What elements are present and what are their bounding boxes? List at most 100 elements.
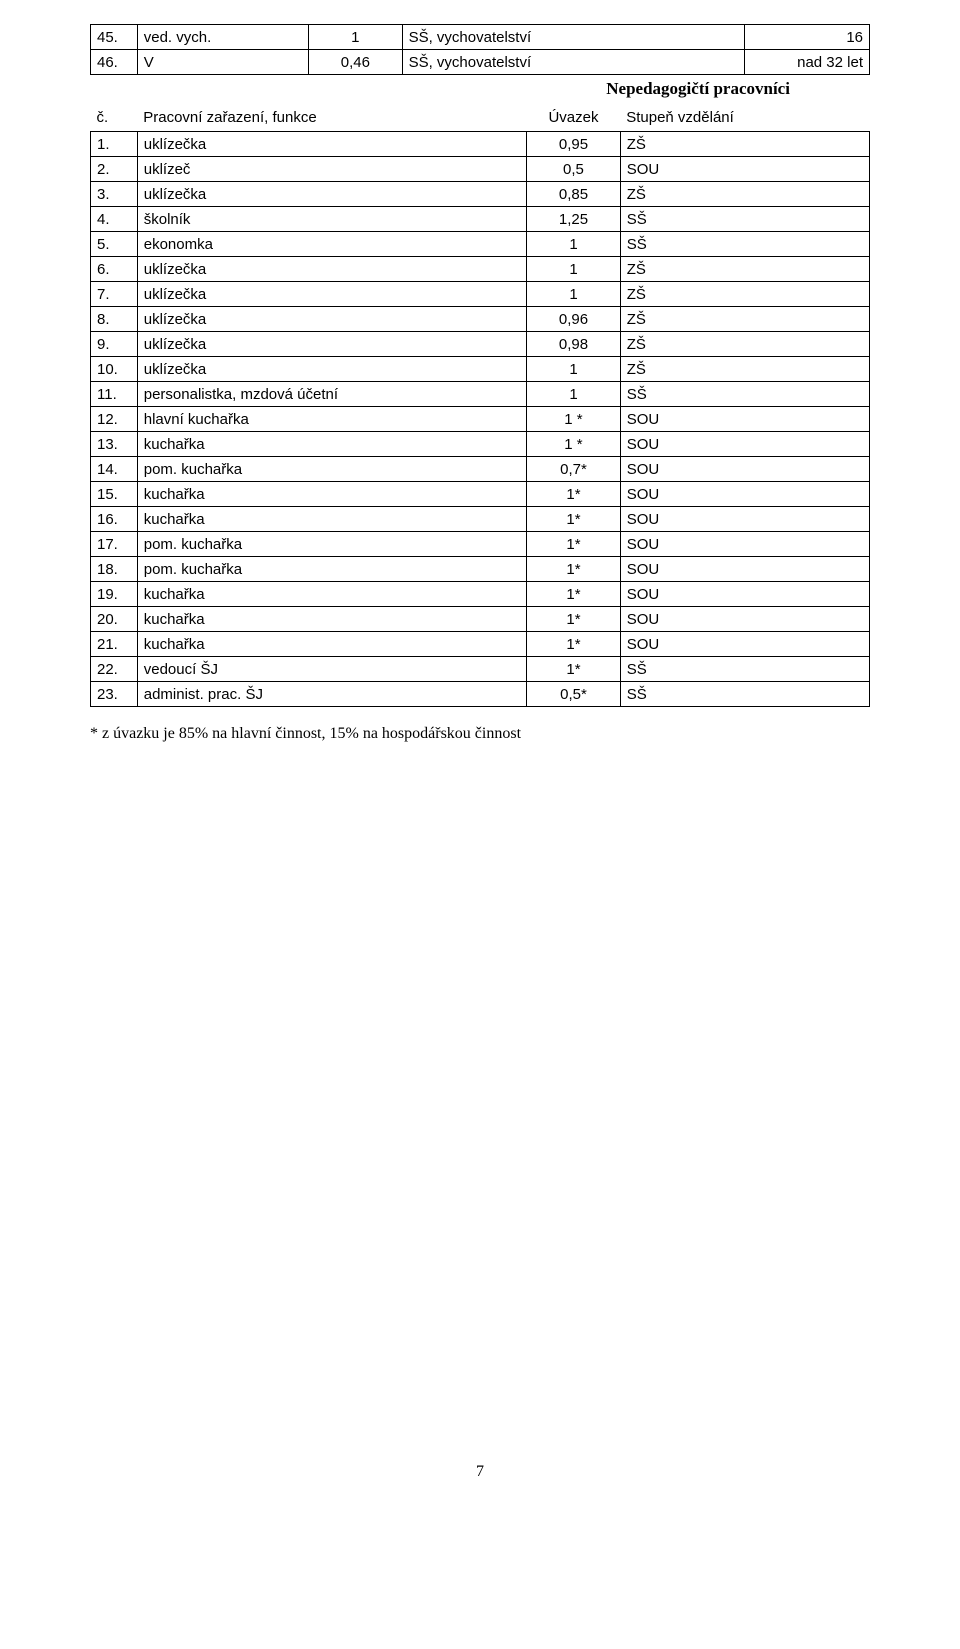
cell-name: ved. vych. [137, 25, 308, 50]
cell-deg: SOU [620, 607, 869, 632]
cell-num: 9. [91, 332, 138, 357]
cell-deg: SOU [620, 557, 869, 582]
cell-num: 4. [91, 207, 138, 232]
cell-name: kuchařka [137, 482, 527, 507]
cell-num: 45. [91, 25, 138, 50]
table-row: 5.ekonomka1SŠ [91, 232, 870, 257]
table-header-row: č. Pracovní zařazení, funkce Úvazek Stup… [91, 103, 870, 132]
cell-name: vedoucí ŠJ [137, 657, 527, 682]
cell-num: 17. [91, 532, 138, 557]
table-row: 22.vedoucí ŠJ1*SŠ [91, 657, 870, 682]
cell-num: 1. [91, 132, 138, 157]
cell-deg: SOU [620, 457, 869, 482]
cell-num: 46. [91, 50, 138, 75]
cell-num: 11. [91, 382, 138, 407]
cell-deg: SŠ [620, 657, 869, 682]
table-row: 10.uklízečka1ZŠ [91, 357, 870, 382]
table-row: 13.kuchařka1 *SOU [91, 432, 870, 457]
table-row: 12.hlavní kuchařka1 *SOU [91, 407, 870, 432]
cell-val: 1* [527, 482, 620, 507]
cell-deg: SOU [620, 507, 869, 532]
cell-val: 0,85 [527, 182, 620, 207]
cell-val: 1 [527, 382, 620, 407]
cell-deg: SOU [620, 157, 869, 182]
cell-num: 16. [91, 507, 138, 532]
cell-num: 8. [91, 307, 138, 332]
cell-val: 1* [527, 507, 620, 532]
cell-val: 1* [527, 657, 620, 682]
cell-val: 1 [527, 232, 620, 257]
cell-name: pom. kuchařka [137, 532, 527, 557]
table-row: 14.pom. kuchařka0,7*SOU [91, 457, 870, 482]
cell-name: uklízečka [137, 307, 527, 332]
cell-num: 23. [91, 682, 138, 707]
cell-val: 1* [527, 632, 620, 657]
cell-num: 12. [91, 407, 138, 432]
cell-name: kuchařka [137, 582, 527, 607]
cell-name: personalistka, mzdová účetní [137, 382, 527, 407]
cell-deg: SOU [620, 432, 869, 457]
cell-deg: SOU [620, 582, 869, 607]
table-row: 6.uklízečka1ZŠ [91, 257, 870, 282]
cell-val: 1 * [527, 407, 620, 432]
cell-name: V [137, 50, 308, 75]
table-row: 2.uklízeč0,5SOU [91, 157, 870, 182]
table-row: 21.kuchařka1*SOU [91, 632, 870, 657]
table-row: 18.pom. kuchařka1*SOU [91, 557, 870, 582]
cell-name: kuchařka [137, 632, 527, 657]
cell-name: uklízeč [137, 157, 527, 182]
cell-name: uklízečka [137, 182, 527, 207]
header-val: Úvazek [527, 103, 620, 132]
table-row: 1.uklízečka0,95ZŠ [91, 132, 870, 157]
table-row: 15.kuchařka1*SOU [91, 482, 870, 507]
cell-num: 22. [91, 657, 138, 682]
cell-val: 1 * [527, 432, 620, 457]
table-row: 8.uklízečka0,96ZŠ [91, 307, 870, 332]
cell-name: kuchařka [137, 432, 527, 457]
cell-name: administ. prac. ŠJ [137, 682, 527, 707]
cell-extra: nad 32 let [745, 50, 870, 75]
cell-num: 5. [91, 232, 138, 257]
cell-val: 1* [527, 532, 620, 557]
table-row: 7.uklízečka1ZŠ [91, 282, 870, 307]
cell-val: 0,95 [527, 132, 620, 157]
cell-val: 0,96 [527, 307, 620, 332]
cell-name: uklízečka [137, 357, 527, 382]
cell-name: ekonomka [137, 232, 527, 257]
cell-name: uklízečka [137, 257, 527, 282]
cell-deg: ZŠ [620, 182, 869, 207]
cell-val: 1* [527, 582, 620, 607]
cell-deg: SOU [620, 407, 869, 432]
page-number: 7 [90, 1463, 870, 1481]
cell-num: 19. [91, 582, 138, 607]
cell-name: kuchařka [137, 507, 527, 532]
table-row: 19.kuchařka1*SOU [91, 582, 870, 607]
table-row: 9.uklízečka0,98ZŠ [91, 332, 870, 357]
cell-deg: SŠ, vychovatelství [402, 25, 745, 50]
cell-val: 0,5* [527, 682, 620, 707]
cell-val: 1* [527, 607, 620, 632]
cell-num: 21. [91, 632, 138, 657]
cell-deg: ZŠ [620, 282, 869, 307]
cell-deg: SOU [620, 482, 869, 507]
footnote: * z úvazku je 85% na hlavní činnost, 15%… [90, 725, 870, 743]
cell-num: 2. [91, 157, 138, 182]
cell-val: 1 [527, 282, 620, 307]
cell-extra: 16 [745, 25, 870, 50]
cell-name: pom. kuchařka [137, 457, 527, 482]
cell-val: 0,46 [309, 50, 402, 75]
header-name: Pracovní zařazení, funkce [137, 103, 527, 132]
cell-name: uklízečka [137, 332, 527, 357]
cell-val: 0,7* [527, 457, 620, 482]
cell-num: 14. [91, 457, 138, 482]
cell-num: 20. [91, 607, 138, 632]
table-row: 17.pom. kuchařka1*SOU [91, 532, 870, 557]
cell-deg: ZŠ [620, 132, 869, 157]
cell-num: 3. [91, 182, 138, 207]
cell-num: 7. [91, 282, 138, 307]
section-title: Nepedagogičtí pracovníci [527, 75, 870, 103]
cell-num: 13. [91, 432, 138, 457]
table-row: 46.V0,46SŠ, vychovatelstvínad 32 let [91, 50, 870, 75]
cell-val: 1 [527, 257, 620, 282]
cell-deg: SŠ [620, 682, 869, 707]
